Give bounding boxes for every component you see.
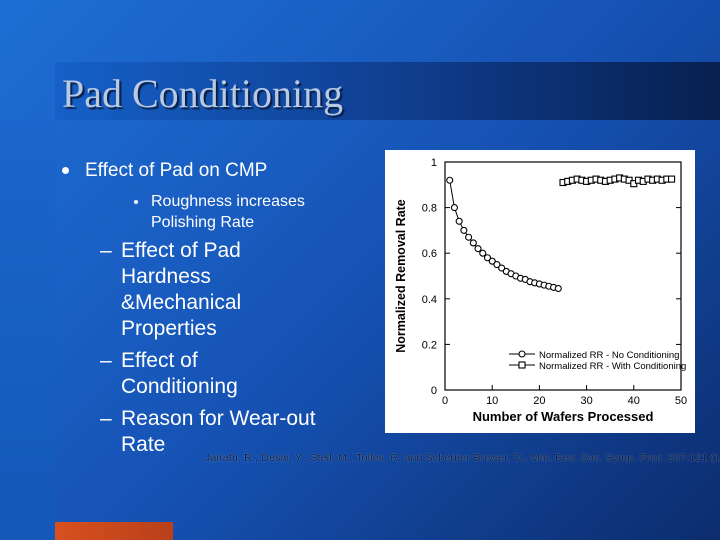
- dash-item-conditioning: – Effect of Conditioning: [100, 348, 316, 400]
- data-point-no-conditioning: [483, 254, 492, 262]
- plot-area-frame: [444, 161, 682, 391]
- citation: Jairath, R., Desai, Y., Stell, M., Tolle…: [205, 452, 720, 464]
- removal-rate-figure: 0 0.2 0.4 0.6 0.8 1 0 10 20 30 40 50 Normalized Re…: [385, 150, 695, 433]
- data-point-no-conditioning: [479, 249, 487, 257]
- legend-label-no-conditioning: Normalized RR - No Conditioning: [539, 350, 679, 361]
- main-bullet-text: Effect of Pad on CMP: [85, 160, 268, 181]
- dash-list: – Effect of Pad Hardness &Mechanical Pro…: [100, 238, 316, 464]
- dash-icon: –: [100, 407, 112, 430]
- y-tick-label: 0.4: [422, 294, 437, 306]
- data-point-no-conditioning: [498, 264, 506, 272]
- legend: Normalized RR - No Conditioning Normaliz…: [509, 350, 686, 372]
- sub-bullet: Roughness increases Polishing Rate: [134, 191, 305, 233]
- y-tick-label: 0: [431, 385, 437, 397]
- bullet-dot-icon: [62, 167, 69, 175]
- dash-item-wear-out: – Reason for Wear-out Rate: [100, 406, 316, 458]
- dash-item-line: Effect of Pad: [121, 239, 241, 262]
- removal-rate-chart: 0 0.2 0.4 0.6 0.8 1 0 10 20 30 40 50 Normalized Re…: [394, 157, 687, 424]
- dash-item-line: Rate: [121, 433, 166, 456]
- x-axis-label: Number of Wafers Processed: [473, 409, 654, 424]
- data-point-no-conditioning: [465, 233, 473, 241]
- sub-bullet-line: Polishing Rate: [151, 214, 255, 231]
- title-bar: [55, 62, 720, 120]
- legend-entry-with-conditioning: Normalized RR - With Conditioning: [509, 361, 686, 372]
- x-tick-label: 20: [533, 395, 545, 407]
- main-bullet: Effect of Pad on CMP: [62, 160, 267, 182]
- data-point-no-conditioning: [493, 261, 501, 269]
- sub-bullet-dot-icon: [134, 200, 138, 204]
- dash-item-line: &Mechanical: [121, 291, 242, 314]
- data-point-no-conditioning: [488, 257, 496, 265]
- dash-item-pad-hardness: – Effect of Pad Hardness &Mechanical Pro…: [100, 238, 316, 342]
- dash-item-line: Properties: [121, 317, 217, 340]
- data-point-no-conditioning: [474, 245, 482, 253]
- y-tick-label: 0.6: [422, 248, 437, 260]
- y-tick-label: 0.2: [422, 339, 437, 351]
- y-axis-label: Normalized Removal Rate: [394, 199, 408, 353]
- x-tick-label: 30: [580, 395, 592, 407]
- x-tick-label: 50: [675, 395, 687, 407]
- data-point-no-conditioning: [455, 217, 463, 225]
- legend-entry-no-conditioning: Normalized RR - No Conditioning: [509, 350, 679, 361]
- x-tick-label: 0: [442, 395, 448, 407]
- data-point-no-conditioning: [554, 284, 562, 293]
- x-tick-label: 10: [486, 395, 498, 407]
- dash-item-line: Reason for Wear-out: [121, 407, 316, 430]
- y-tick-label: 0.8: [422, 203, 437, 215]
- x-tick-label: 40: [628, 395, 640, 407]
- dash-item-line: Conditioning: [121, 375, 238, 398]
- dash-icon: –: [100, 349, 112, 372]
- dash-item-line: Effect of: [121, 349, 198, 372]
- data-point-no-conditioning: [446, 176, 454, 184]
- y-tick-label: 1: [431, 157, 437, 169]
- sub-bullet-line: Roughness increases: [151, 193, 305, 210]
- dash-icon: –: [100, 239, 112, 262]
- data-point-no-conditioning: [469, 239, 477, 247]
- accent-bar: [55, 522, 173, 540]
- slide-title: Pad Conditioning: [62, 71, 344, 116]
- data-point-no-conditioning: [460, 226, 468, 234]
- data-point-no-conditioning: [450, 204, 458, 212]
- dash-item-line: Hardness: [121, 265, 211, 288]
- left-decorative-strip: [0, 120, 55, 540]
- legend-label-with-conditioning: Normalized RR - With Conditioning: [539, 361, 686, 372]
- data-point-with-conditioning: [668, 175, 676, 183]
